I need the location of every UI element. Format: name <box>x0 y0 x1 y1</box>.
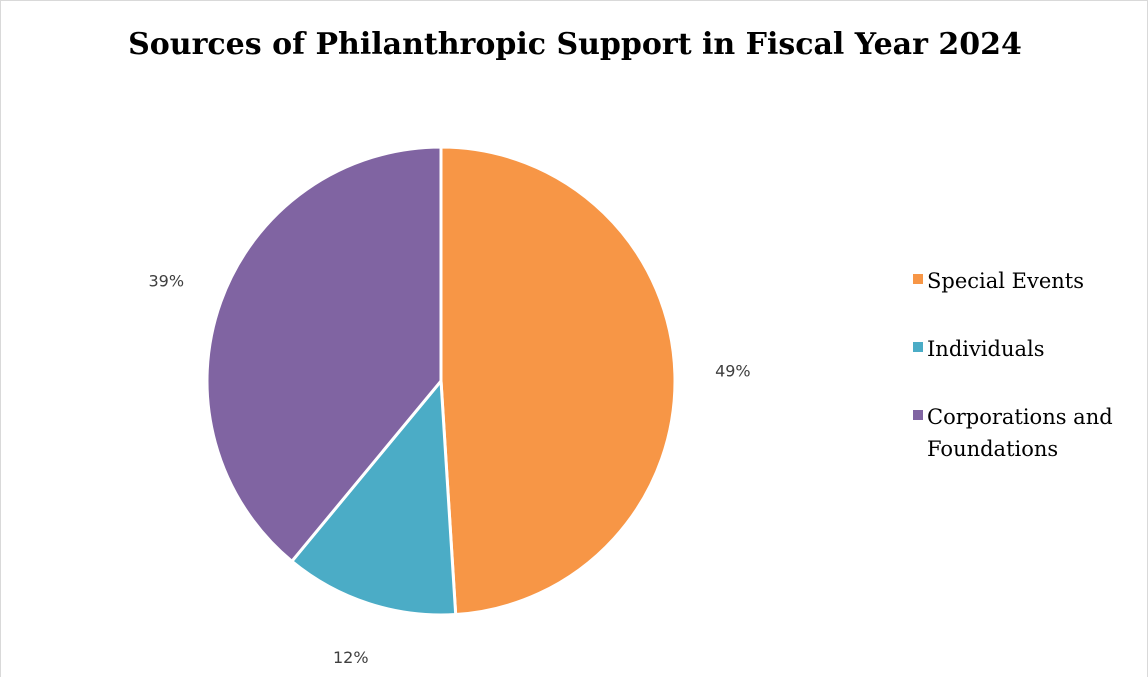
legend-swatch-corporations-and-foundations <box>913 410 923 420</box>
legend-item-individuals: Individuals <box>913 333 1143 365</box>
pie-slice-individuals <box>290 379 458 617</box>
data-label-individuals: 12% <box>333 648 369 667</box>
data-label-corporations-and-foundations: 39% <box>148 272 184 291</box>
legend: Special Events Individuals Corporations … <box>913 265 1143 501</box>
legend-item-corporations-and-foundations: Corporations and Foundations <box>913 401 1143 465</box>
legend-item-special-events: Special Events <box>913 265 1143 297</box>
legend-label-individuals: Individuals <box>927 337 1045 361</box>
chart-title: Sources of Philanthropic Support in Fisc… <box>128 27 1022 62</box>
pie-slice-corporations-and-foundations <box>205 145 443 563</box>
pie-slice-special-events <box>439 145 677 617</box>
legend-swatch-individuals <box>913 342 923 352</box>
data-label-special-events: 49% <box>715 361 751 380</box>
legend-swatch-special-events <box>913 274 923 284</box>
legend-label-corporations-and-foundations: Corporations and Foundations <box>927 405 1113 461</box>
legend-label-special-events: Special Events <box>927 269 1085 293</box>
